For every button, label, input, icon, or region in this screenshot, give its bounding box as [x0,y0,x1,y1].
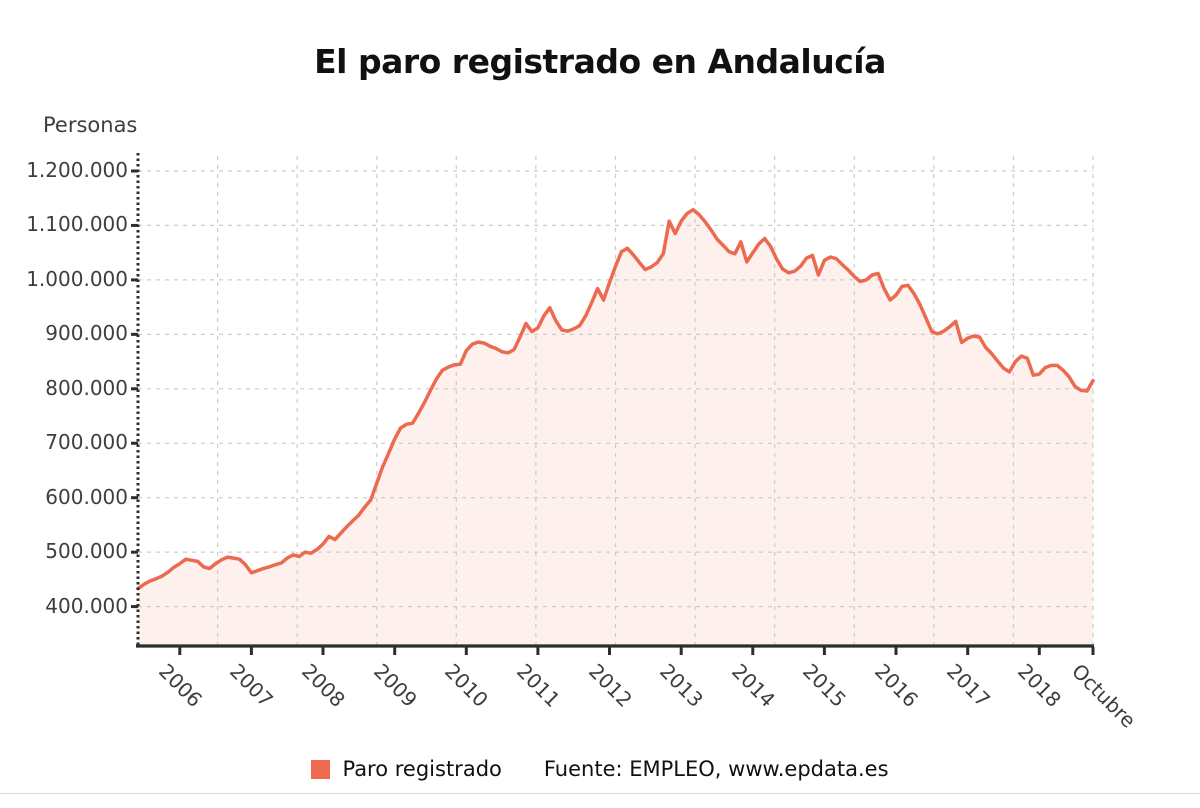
unemployment-line [136,207,1095,591]
legend-swatch-icon [311,759,331,779]
legend-row: Paro registrado Fuente: EMPLEO, www.epda… [0,757,1200,781]
legend-series-label: Paro registrado [342,757,502,781]
y-axis-tick [131,169,138,173]
y-tick-label: 700.000 [45,430,128,455]
y-axis-tick [131,605,138,609]
y-tick-label: 800.000 [45,375,128,400]
chart-title: El paro registrado en Andalucía [314,42,886,81]
y-axis-tick [131,441,138,445]
footer-divider [0,793,1200,794]
y-axis-tick [131,278,138,282]
y-tick-label: 1.100.000 [26,212,128,237]
y-tick-label: 400.000 [45,593,128,618]
y-axis-tick [131,387,138,391]
y-axis-tick [131,550,138,554]
y-axis-tick [131,332,138,336]
y-axis-title: Personas [43,113,138,137]
y-tick-label: 1.200.000 [26,158,128,182]
source-label: Fuente: EMPLEO, www.epdata.es [543,757,889,781]
y-tick-label: 1.000.000 [26,266,128,291]
y-tick-label: 500.000 [45,539,128,564]
y-axis-tick [131,496,138,500]
y-tick-label: 600.000 [45,484,128,509]
y-axis-tick [131,223,138,227]
y-tick-label: 900.000 [45,321,128,346]
